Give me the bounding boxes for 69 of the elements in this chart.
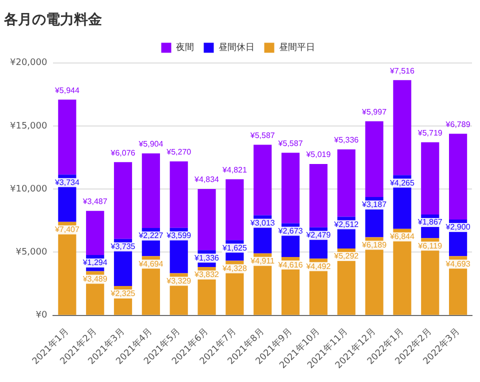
- bar: [170, 161, 188, 228]
- y-tick-label: ¥15,000: [10, 121, 48, 132]
- data-label: ¥7,407: [54, 225, 80, 234]
- bar: [58, 100, 76, 175]
- legend-label: 昼間平日: [278, 42, 315, 54]
- data-label: ¥1,294: [82, 258, 108, 268]
- data-label: ¥2,512: [333, 220, 360, 230]
- data-label: ¥5,336: [333, 136, 360, 145]
- data-label: ¥3,832: [194, 270, 220, 280]
- data-label: ¥4,911: [250, 256, 276, 266]
- data-label: ¥3,487: [82, 197, 108, 206]
- data-label: ¥5,587: [277, 138, 304, 148]
- data-label: ¥1,867: [416, 218, 443, 227]
- data-label: ¥5,587: [249, 130, 276, 140]
- data-label: ¥3,734: [54, 178, 80, 187]
- bar: [226, 179, 244, 240]
- data-label: ¥2,479: [305, 230, 332, 240]
- data-label: ¥4,265: [388, 178, 415, 188]
- data-label: ¥5,904: [138, 140, 164, 149]
- data-label: ¥2,900: [444, 222, 471, 232]
- data-label: ¥1,336: [194, 253, 220, 262]
- data-label: ¥2,673: [277, 226, 304, 236]
- data-label: ¥3,329: [166, 276, 192, 286]
- y-tick-label: ¥10,000: [10, 184, 48, 194]
- data-label: ¥6,189: [361, 240, 388, 250]
- legend-label: 夜間: [176, 42, 194, 54]
- data-label: ¥4,693: [444, 259, 471, 268]
- data-label: ¥6,076: [110, 148, 136, 158]
- bar: [86, 210, 104, 255]
- data-label: ¥3,489: [82, 274, 108, 284]
- data-label: ¥4,328: [221, 264, 248, 273]
- bar: [337, 149, 356, 217]
- data-label: ¥5,944: [54, 86, 80, 95]
- data-label: ¥5,997: [361, 107, 388, 116]
- bar: [448, 134, 468, 220]
- data-label: ¥4,616: [277, 260, 304, 270]
- data-label: ¥1,625: [221, 243, 248, 252]
- data-label: ¥6,844: [388, 232, 415, 242]
- data-label: ¥6,119: [417, 241, 443, 250]
- data-label: ¥4,834: [194, 175, 220, 184]
- data-label: ¥4,821: [221, 166, 248, 174]
- data-label: ¥5,019: [305, 150, 332, 160]
- data-label: ¥5,270: [166, 148, 192, 157]
- bar: [254, 144, 272, 216]
- data-label: ¥3,013: [249, 218, 276, 228]
- y-tick-label: ¥0: [36, 310, 48, 321]
- bar: [198, 189, 216, 250]
- data-label: ¥2,325: [110, 289, 136, 298]
- data-label: ¥7,516: [388, 66, 415, 76]
- bar: [309, 164, 328, 228]
- legend-label: 昼間休日: [218, 42, 254, 54]
- data-label: ¥3,735: [110, 242, 136, 252]
- data-label: ¥5,719: [416, 128, 443, 138]
- data-label: ¥3,187: [361, 200, 388, 210]
- data-label: ¥4,492: [305, 262, 332, 271]
- chart-title: 各月の電力料金: [3, 12, 103, 28]
- y-tick-label: ¥20,000: [10, 58, 48, 68]
- data-label: ¥2,227: [138, 231, 164, 240]
- y-tick-label: ¥5,000: [16, 248, 48, 258]
- data-label: ¥4,694: [138, 259, 164, 268]
- bar: [114, 162, 132, 239]
- data-label: ¥5,292: [333, 252, 360, 261]
- bar: [142, 153, 160, 228]
- bar: [365, 121, 384, 197]
- bar: [393, 80, 412, 176]
- bar: [281, 152, 300, 224]
- data-label: ¥6,789: [444, 120, 471, 129]
- data-label: ¥3,599: [166, 231, 192, 240]
- bar: [421, 142, 440, 214]
